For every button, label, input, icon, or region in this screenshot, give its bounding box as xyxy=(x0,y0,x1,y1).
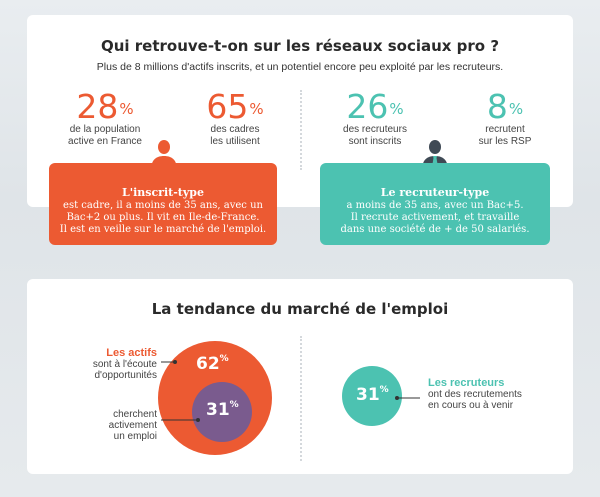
value-text: 31 xyxy=(356,385,380,405)
stat-recruteurs-inscrits: 26% des recruteurs sont inscrits xyxy=(320,90,430,148)
card-line: a moins de 35 ans, avec un Bac+5. xyxy=(346,200,524,211)
value-text: 62 xyxy=(196,354,220,374)
label-line: d'opportunités xyxy=(94,370,157,381)
card-title: Le recruteur-type xyxy=(380,186,490,199)
connector-dot xyxy=(173,360,177,364)
value-unit: % xyxy=(219,354,229,364)
recruteurs-value: 31% xyxy=(356,385,389,405)
actifs-outer-value: 62% xyxy=(196,354,229,374)
label-line: activement xyxy=(108,420,157,431)
card-title: L'inscrit-type xyxy=(122,186,204,199)
actifs-inner-label: cherchent activement un emploi xyxy=(40,409,157,442)
card-line: Bac+2 ou plus. Il vit en Ile-de-France. xyxy=(66,212,260,223)
value-text: 31 xyxy=(206,400,230,420)
connector-dot xyxy=(196,418,200,422)
stat-value: 26 xyxy=(346,87,389,126)
stat-recrutent-rsp: 8% recrutent sur les RSP xyxy=(450,90,560,148)
card-line: Il recrute activement, et travaille xyxy=(350,212,520,223)
stat-line: des recruteurs xyxy=(343,124,407,135)
stat-cadres: 65% des cadres les utilisent xyxy=(180,90,290,148)
stat-line: des cadres xyxy=(210,124,260,135)
stat-unit: % xyxy=(119,100,134,118)
label-line: en cours ou à venir xyxy=(428,400,514,411)
actifs-inner-value: 31% xyxy=(206,400,239,420)
stat-value: 8 xyxy=(486,87,508,126)
label-line: ont des recrutements xyxy=(428,389,522,400)
recruteurs-label: Les recruteurs ont des recrutements en c… xyxy=(428,377,558,412)
section1-title: Qui retrouve-t-on sur les réseaux sociau… xyxy=(100,37,500,55)
stat-value: 65 xyxy=(206,87,249,126)
section2-divider xyxy=(300,336,302,461)
stat-line: sur les RSP xyxy=(478,136,532,147)
stat-line: recrutent xyxy=(485,124,525,135)
stat-line: de la population xyxy=(69,124,141,135)
recruteurs-title: Les recruteurs xyxy=(428,377,505,389)
stat-line: les utilisent xyxy=(210,136,260,147)
section1-subtitle: Plus de 8 millions d'actifs inscrits, et… xyxy=(96,61,504,73)
card-line: dans une société de + de 50 salariés. xyxy=(340,224,530,235)
value-unit: % xyxy=(229,400,239,410)
recruteur-type-card: Le recruteur-type a moins de 35 ans, ave… xyxy=(320,163,550,245)
stat-line: active en France xyxy=(68,136,142,147)
actifs-title: Les actifs xyxy=(106,347,157,359)
card-line: est cadre, il a moins de 35 ans, avec un xyxy=(63,200,263,211)
value-unit: % xyxy=(379,385,389,395)
stat-line: sont inscrits xyxy=(348,136,402,147)
card-line: Il est en veille sur le marché de l'empl… xyxy=(59,224,267,235)
actifs-inner-circle xyxy=(192,382,252,442)
stat-unit: % xyxy=(249,100,264,118)
stat-unit: % xyxy=(508,100,524,118)
label-line: sont à l'écoute xyxy=(92,359,157,370)
label-line: cherchent xyxy=(113,409,157,420)
actifs-label: Les actifs sont à l'écoute d'opportunité… xyxy=(40,347,157,382)
stat-value: 28 xyxy=(76,87,119,126)
connector-dot xyxy=(395,396,399,400)
section2-title: La tendance du marché de l'emploi xyxy=(151,300,449,318)
label-line: un emploi xyxy=(113,431,157,442)
section1-divider xyxy=(300,90,302,170)
inscrit-type-card: L'inscrit-type est cadre, il a moins de … xyxy=(49,163,277,245)
recruteurs-circle xyxy=(342,366,402,426)
stat-unit: % xyxy=(389,100,404,118)
stat-population: 28% de la population active en France xyxy=(50,90,160,148)
